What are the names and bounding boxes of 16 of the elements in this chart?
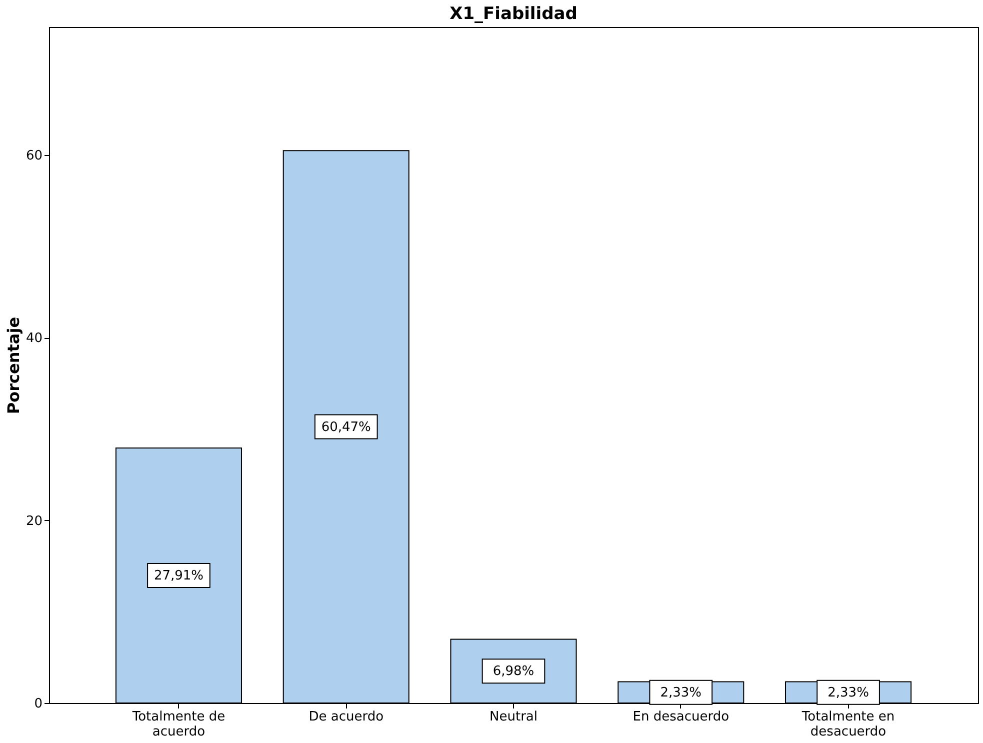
- x-tick-label: Totalmente de acuerdo: [131, 710, 226, 740]
- x-tick-label: Totalmente en desacuerdo: [800, 710, 895, 740]
- y-axis-title: Porcentaje: [4, 316, 23, 414]
- chart-title: X1_Fiabilidad: [450, 4, 578, 24]
- data-label: 2,33%: [828, 685, 869, 700]
- data-label: 2,33%: [660, 685, 702, 700]
- y-tick-label: 0: [34, 696, 42, 712]
- data-label: 6,98%: [492, 664, 534, 680]
- y-tick-label: 40: [26, 331, 42, 346]
- y-tick-label: 60: [26, 148, 42, 164]
- x-tick-label: En desacuerdo: [632, 710, 730, 724]
- x-tick-label: De acuerdo: [308, 710, 384, 724]
- data-label: 27,91%: [154, 568, 204, 584]
- data-label: 60,47%: [321, 420, 371, 435]
- x-tick-label: Neutral: [490, 710, 538, 724]
- y-tick-label: 20: [26, 514, 42, 529]
